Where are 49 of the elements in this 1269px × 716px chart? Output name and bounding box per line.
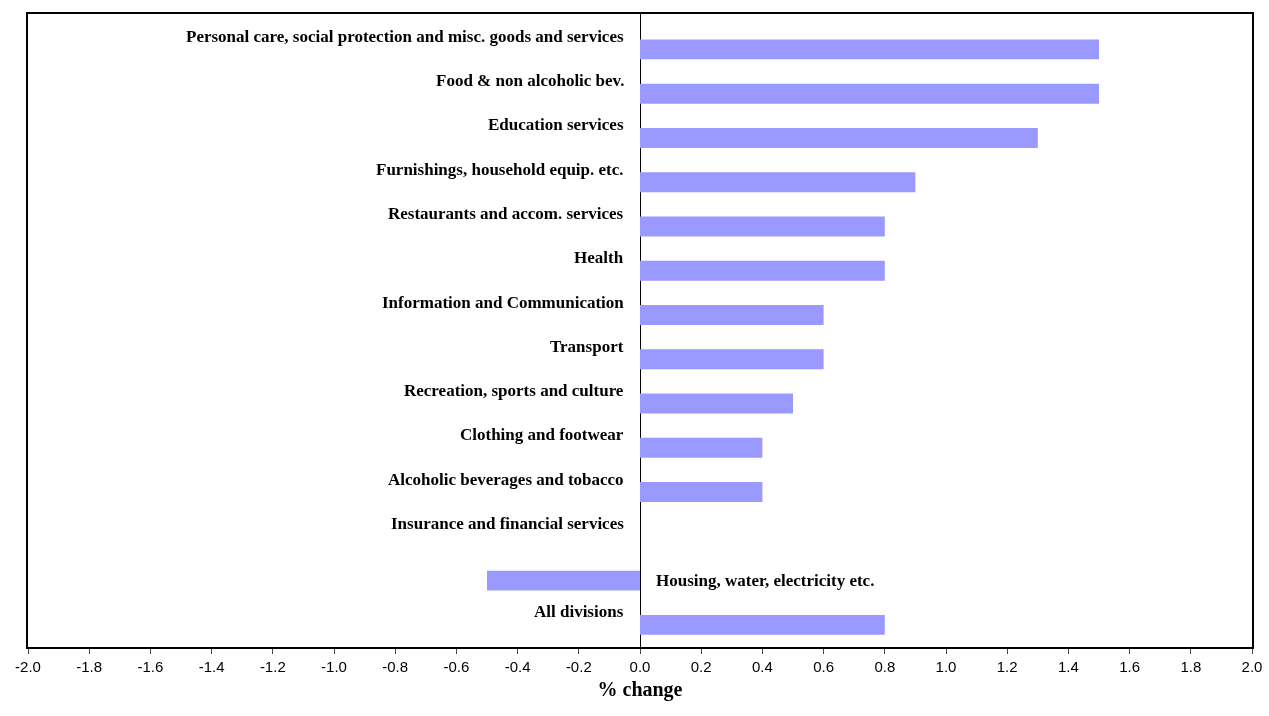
x-tick-label: -0.2	[565, 658, 592, 675]
x-tick-label: -2.0	[15, 658, 41, 675]
bar	[640, 437, 763, 458]
x-tick-label: -1.8	[76, 658, 103, 675]
bar	[640, 127, 1038, 148]
x-tick-label: 2.0	[1241, 658, 1263, 675]
bar	[640, 614, 885, 635]
bar	[640, 482, 763, 503]
x-axis-title: % change	[597, 678, 683, 701]
bar	[640, 39, 1099, 60]
y-tick-label: Transport	[550, 337, 624, 356]
y-tick-label: Recreation, sports and culture	[404, 381, 624, 400]
x-tick-label: -0.6	[443, 658, 470, 675]
y-tick-label: All divisions	[534, 602, 624, 621]
x-tick-label: 1.6	[1119, 658, 1141, 675]
x-tick-label: -1.0	[321, 658, 347, 675]
x-tick-label: 0.4	[751, 658, 773, 675]
x-tick-label: 1.8	[1180, 658, 1202, 675]
x-tick-label: -1.6	[137, 658, 164, 675]
y-tick-label: Education services	[488, 115, 624, 134]
x-tick-label: 1.4	[1057, 658, 1079, 675]
x-tick-label: -1.4	[198, 658, 225, 675]
y-tick-label: Furnishings, household equip. etc.	[376, 160, 624, 179]
y-tick-label: Health	[574, 248, 624, 267]
y-tick-label: Personal care, social protection and misc. goods and services	[186, 27, 624, 46]
x-tick-label: -0.4	[504, 658, 531, 675]
x-tick-label: 1.0	[935, 658, 957, 675]
x-tick-label: 0.6	[813, 658, 835, 675]
y-tick-label: Insurance and financial services	[391, 514, 625, 533]
bar	[640, 260, 885, 281]
x-tick-label: 0.2	[690, 658, 712, 675]
y-tick-label: Restaurants and accom. services	[388, 204, 624, 223]
bar	[640, 172, 916, 193]
bar	[640, 305, 824, 325]
y-tick-label: Alcoholic beverages and tobacco	[388, 470, 624, 489]
y-tick-label: Information and Communication	[382, 293, 625, 312]
y-tick-label: Clothing and footwear	[460, 425, 624, 444]
bar	[640, 216, 885, 237]
bar	[487, 570, 640, 591]
x-tick-label: 0.0	[629, 658, 651, 675]
x-tick-label: -0.8	[382, 658, 409, 675]
x-tick-label: -1.2	[259, 658, 286, 675]
y-tick-label: Housing, water, electricity etc.	[656, 571, 875, 590]
bar	[640, 349, 824, 370]
x-tick-label: 0.8	[874, 658, 896, 675]
bar	[640, 83, 1099, 104]
y-tick-label: Food & non alcoholic bev.	[436, 71, 625, 90]
bar	[640, 393, 793, 414]
x-tick-label: 1.2	[996, 658, 1018, 675]
